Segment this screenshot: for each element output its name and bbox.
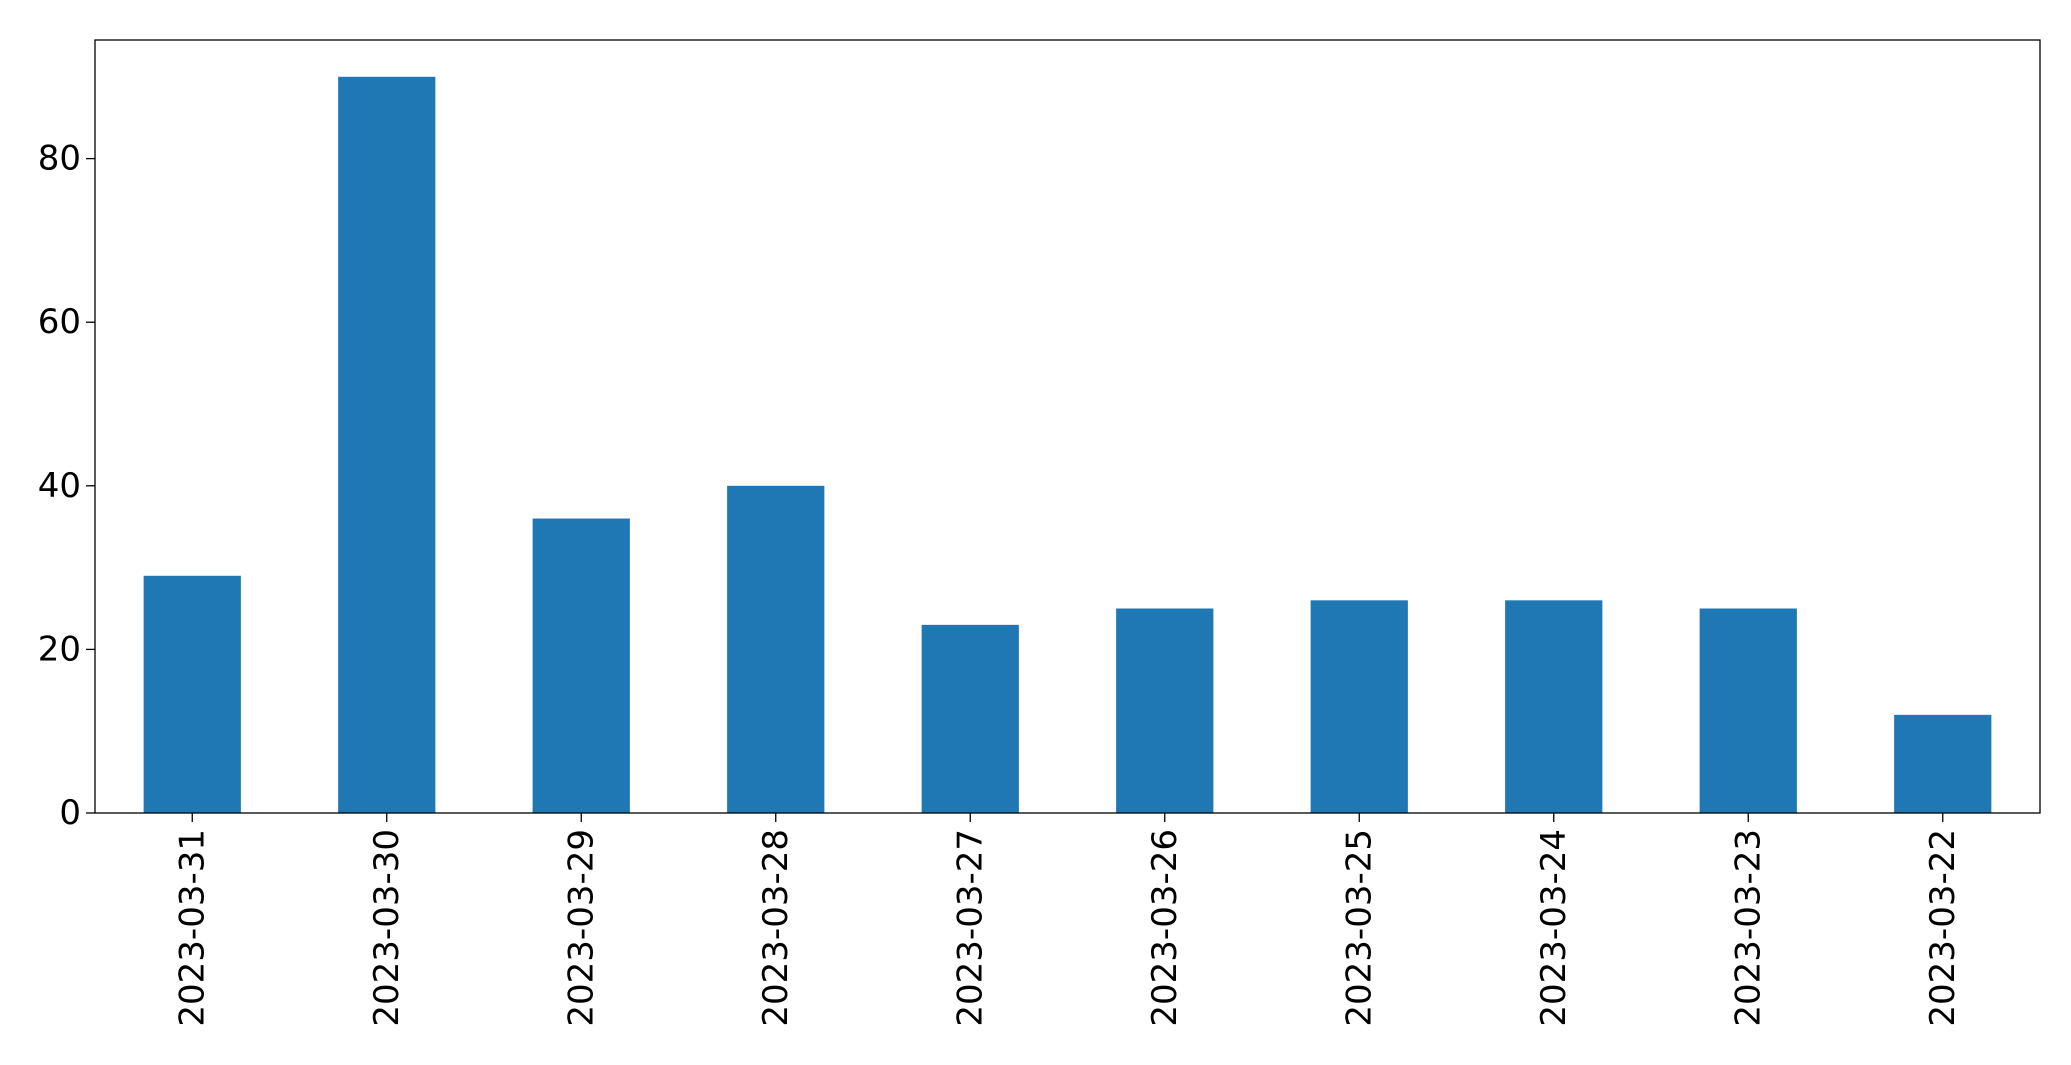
x-axis: 2023-03-31 2023-03-30 2023-03-29 2023-03-28… [172,813,1963,1027]
bar-2023-03-31 [143,575,241,813]
y-tick-label: 60 [38,302,81,342]
y-tick-label: 20 [38,629,81,669]
x-tick-label: 2023-03-24 [1534,829,1574,1027]
x-tick-label: 2023-03-26 [1145,829,1185,1027]
x-tick-label: 2023-03-30 [367,829,407,1027]
bar-2023-03-30 [338,76,436,814]
x-tick-label: 2023-03-25 [1339,829,1379,1027]
y-tick-label: 80 [38,139,81,179]
bar-2023-03-29 [532,518,630,813]
x-tick-label: 2023-03-23 [1728,829,1768,1027]
x-tick-label: 2023-03-28 [756,829,796,1027]
y-axis: 0 20 40 60 80 [38,139,95,833]
x-tick-label: 2023-03-31 [172,829,212,1027]
y-tick-label: 40 [38,466,81,506]
bar-2023-03-22 [1894,714,1992,813]
bar-2023-03-25 [1310,600,1408,813]
bar-2023-03-27 [921,624,1019,813]
plot-frame [94,39,2041,814]
x-tick-label: 2023-03-22 [1923,829,1963,1027]
bars-layer [143,76,1992,814]
bar-2023-03-24 [1505,600,1603,813]
x-tick-label: 2023-03-29 [561,829,601,1027]
y-tick-label: 0 [59,793,81,833]
x-tick-label: 2023-03-27 [950,829,990,1027]
bar-2023-03-26 [1116,608,1214,813]
bar-2023-03-23 [1699,608,1797,813]
bar-2023-03-28 [727,485,825,813]
